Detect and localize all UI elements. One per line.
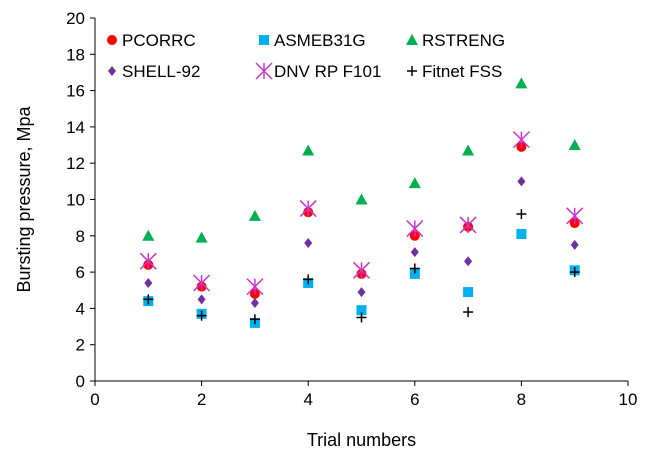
point-asmeb31g (516, 228, 527, 239)
point-shell-92 (464, 256, 473, 267)
y-tick-label: 12 (66, 154, 85, 173)
point-rstreng (568, 139, 581, 151)
x-tick-label: 0 (90, 390, 99, 409)
point-dnv-rp-f101 (512, 131, 530, 149)
point-dnv-rp-f101 (139, 252, 157, 270)
point-shell-92 (197, 294, 206, 305)
x-tick-label: 4 (303, 390, 312, 409)
point-dnv-rp-f101 (193, 274, 211, 292)
point-asmeb31g (409, 268, 420, 279)
point-shell-92 (357, 287, 366, 298)
point-dnv-rp-f101 (246, 278, 264, 296)
y-tick-label: 4 (76, 299, 85, 318)
legend-marker-shell-92 (108, 66, 116, 76)
point-fitnet-fss (516, 209, 527, 220)
point-rstreng (462, 144, 475, 156)
point-asmeb31g (463, 287, 474, 298)
point-fitnet-fss (196, 310, 207, 321)
point-rstreng (195, 231, 208, 243)
legend-marker-fitnet-fss (407, 66, 417, 76)
point-dnv-rp-f101 (459, 216, 477, 234)
point-fitnet-fss (409, 263, 420, 274)
legend-marker-rstreng (406, 34, 418, 45)
x-tick-label: 8 (517, 390, 526, 409)
point-dnv-rp-f101 (406, 220, 424, 238)
y-tick-label: 14 (66, 118, 85, 137)
point-rstreng (515, 77, 528, 89)
point-dnv-rp-f101 (352, 261, 371, 279)
y-tick-label: 16 (66, 82, 85, 101)
legend: PCORRC ASMEB31G RSTRENG SHELL-92 DNV RP F101… (107, 31, 505, 81)
point-fitnet-fss (249, 314, 260, 325)
point-rstreng (355, 193, 368, 205)
point-asmeb31g (356, 305, 367, 316)
legend-marker-pcorrc (107, 35, 117, 45)
point-rstreng (408, 177, 421, 189)
y-tick-label: 18 (66, 45, 85, 64)
y-tick-label: 2 (76, 336, 85, 355)
y-tick-label: 20 (66, 9, 85, 28)
point-dnv-rp-f101 (299, 200, 317, 218)
point-rstreng (302, 144, 315, 156)
y-tick-label: 10 (66, 191, 85, 210)
point-rstreng (248, 209, 261, 221)
legend-label-asmeb31g: ASMEB31G (274, 31, 366, 50)
y-tick-label: 8 (76, 227, 85, 246)
x-tick-label: 6 (410, 390, 419, 409)
point-shell-92 (144, 277, 153, 288)
legend-label-dnv-rp-f101: DNV RP F101 (274, 62, 381, 81)
y-tick-label: 0 (76, 372, 85, 391)
point-shell-92 (304, 238, 313, 249)
x-tick-label: 2 (197, 390, 206, 409)
legend-label-pcorrc: PCORRC (122, 31, 196, 50)
legend-marker-asmeb31g (259, 35, 269, 45)
point-fitnet-fss (356, 312, 367, 323)
point-fitnet-fss (463, 307, 474, 318)
x-tick-label: 10 (619, 390, 638, 409)
point-fitnet-fss (303, 274, 314, 285)
point-fitnet-fss (143, 294, 154, 305)
legend-label-shell-92: SHELL-92 (122, 62, 200, 81)
legend-label-fitnet-fss: Fitnet FSS (422, 62, 502, 81)
y-tick-label: 6 (76, 263, 85, 282)
point-dnv-rp-f101 (566, 207, 584, 225)
point-fitnet-fss (569, 267, 580, 278)
y-axis-title: Bursting pressure, Mpa (14, 105, 34, 292)
point-shell-92 (410, 247, 419, 258)
x-axis-title: Trial numbers (307, 430, 416, 450)
legend-marker-dnv-rp-f101 (255, 62, 273, 80)
ticks: 0 2 4 6 8 10 0 2 4 6 8 10 12 14 16 18 20 (66, 9, 637, 409)
point-shell-92 (570, 239, 579, 250)
legend-label-rstreng: RSTRENG (422, 31, 505, 50)
point-rstreng (142, 229, 155, 241)
data-points (139, 77, 584, 328)
point-shell-92 (250, 297, 259, 308)
point-shell-92 (517, 176, 526, 187)
